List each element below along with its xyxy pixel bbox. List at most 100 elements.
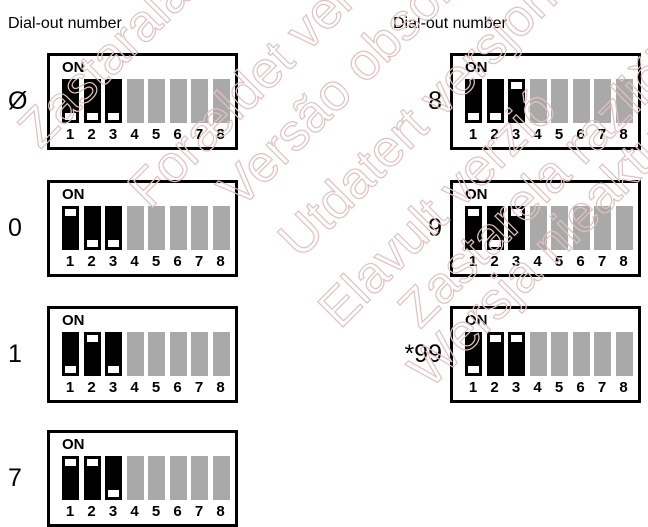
dip-switch-2[interactable] [83,332,101,376]
dip-switch-7 [191,456,208,500]
dip-switch-8 [212,79,230,123]
dip-switch-2[interactable] [486,332,504,376]
switch-lever [107,239,120,248]
dip-switch-3[interactable] [508,332,525,376]
dip-switch-6 [572,79,590,123]
switch-lever [467,208,480,217]
switch-lever [488,112,502,121]
dip-switch-2[interactable] [83,206,101,250]
dip-switch-1[interactable] [62,206,79,250]
on-label: ON [62,59,85,76]
switch-number-3: 3 [108,379,118,396]
switch-number-4: 4 [130,126,139,143]
dip-switch-5 [551,206,568,250]
dip-switch-3[interactable] [105,206,122,250]
switch-number-6: 6 [576,379,585,396]
dip-switch-7 [191,332,208,376]
switch-number-1: 1 [65,379,75,396]
dip-switch-4 [529,79,547,123]
switch-number-6: 6 [173,253,182,270]
switch-number-8: 8 [619,253,628,270]
dip-switch-8 [615,206,633,250]
switch-number-7: 7 [597,253,607,270]
switch-number-1: 1 [468,253,478,270]
dip-switch-6 [572,332,590,376]
switch-number-4: 4 [130,253,139,270]
dip-switch-6 [169,79,187,123]
switch-lever [85,112,99,121]
dip-switch-1[interactable] [465,332,482,376]
dial-out-number-label: 9 [428,214,442,242]
dip-switch-2[interactable] [83,79,101,123]
dip-switch-7 [191,206,208,250]
switch-lever [85,239,99,248]
switch-number-4: 4 [130,503,139,520]
dip-switch-8 [212,206,230,250]
dip-switch-4 [529,206,547,250]
dip-switch-4 [529,332,547,376]
switch-number-7: 7 [194,126,204,143]
dip-switch-8 [615,332,633,376]
switch-lever [107,489,120,498]
switch-number-2: 2 [87,253,96,270]
dip-switch-5 [148,79,165,123]
dial-out-number-label: *99 [404,340,442,368]
dip-switch-block: ON 1 2 3 4 5 6 7 8 [47,180,238,277]
dip-switch-3[interactable] [105,79,122,123]
watermark-text: Zastarela različica [387,1,648,338]
on-label: ON [465,59,488,76]
switch-number-8: 8 [216,253,225,270]
dip-switch-4 [126,332,144,376]
dip-switch-8 [615,79,633,123]
dip-switch-1[interactable] [465,79,482,123]
switch-number-5: 5 [151,379,161,396]
dip-switch-2[interactable] [83,456,101,500]
dial-out-number-label: 7 [8,464,22,492]
switch-number-3: 3 [108,503,118,520]
switch-number-3: 3 [108,253,118,270]
switch-number-8: 8 [216,126,225,143]
dip-switch-3[interactable] [508,79,525,123]
dip-switch-1[interactable] [62,456,79,500]
switch-lever [510,208,523,217]
dip-switch-7 [594,79,611,123]
dip-switch-block: ON 1 2 3 4 5 6 7 8 [450,53,641,150]
dip-switch-3[interactable] [105,456,122,500]
dial-out-number-label: Ø [8,87,28,115]
switch-lever [107,112,120,121]
dip-switch-1[interactable] [465,206,482,250]
dip-switch-8 [212,456,230,500]
dip-switch-5 [551,79,568,123]
dip-switch-3[interactable] [105,332,122,376]
dip-switch-4 [126,206,144,250]
switch-lever [107,365,120,374]
switch-number-1: 1 [65,126,75,143]
switch-number-5: 5 [554,126,564,143]
dip-switch-1[interactable] [62,332,79,376]
dip-switch-3[interactable] [508,206,525,250]
switch-number-8: 8 [619,379,628,396]
dip-switch-2[interactable] [486,79,504,123]
dip-switch-7 [594,206,611,250]
switch-number-6: 6 [173,126,182,143]
on-label: ON [62,186,85,203]
switch-number-5: 5 [554,253,564,270]
switch-number-1: 1 [468,126,478,143]
switch-number-6: 6 [173,379,182,396]
switch-lever [64,208,77,217]
dip-switch-1[interactable] [62,79,79,123]
dip-switch-2[interactable] [486,206,504,250]
switch-lever [510,81,523,90]
heading-dial-out-left: Dial-out number [8,15,122,32]
switch-number-4: 4 [533,253,542,270]
switch-number-4: 4 [130,379,139,396]
switch-lever [467,365,480,374]
dial-out-number-label: 8 [428,87,442,115]
dip-switch-6 [169,332,187,376]
switch-lever [488,334,502,343]
switch-number-2: 2 [490,253,499,270]
dip-switch-8 [212,332,230,376]
dip-switch-block: ON 1 2 3 4 5 6 7 8 [47,430,238,527]
switch-number-5: 5 [151,126,161,143]
on-label: ON [62,436,85,453]
